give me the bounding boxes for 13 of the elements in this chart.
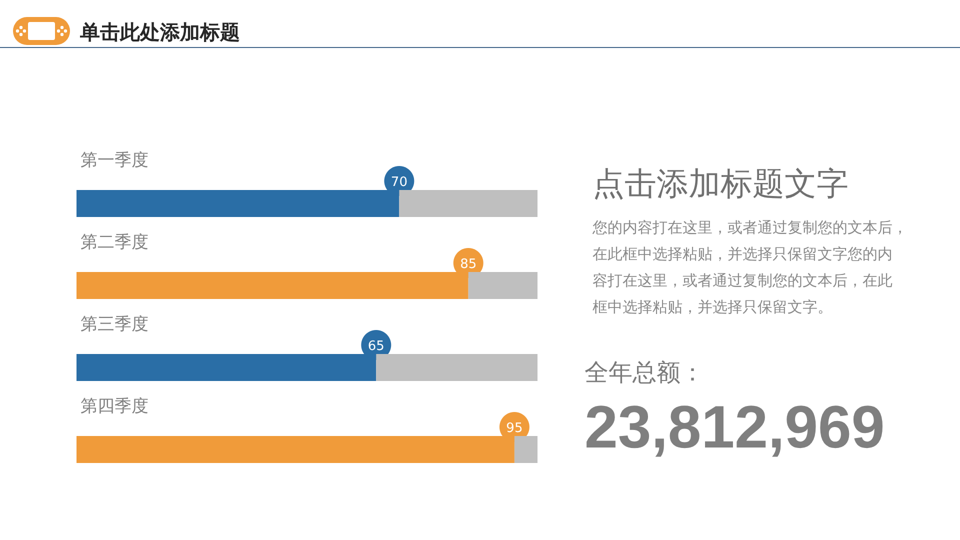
chart-title: 单击此处添加标题 (80, 20, 240, 44)
data-label: 85 (460, 257, 477, 272)
y-tick-label: 第一季度 (80, 150, 148, 170)
y-tick-label: 第四季度 (80, 396, 148, 416)
data-label: 65 (368, 339, 384, 354)
text: 23,812,969 (584, 394, 885, 460)
data-label: 95 (506, 421, 523, 436)
y-tick-label: 第二季度 (80, 232, 148, 252)
y-tick-label: 第三季度 (80, 314, 148, 334)
text: 全年总额： (584, 358, 704, 386)
text: 点击添加标题文字 (592, 164, 848, 202)
data-label: 70 (390, 175, 408, 190)
text: 您的内容打在这里，或者通过复制您的文本后，在此框中选择粘贴，并选择只保留文字您的内容打在这里，或者通过复制您的文本后，在此框中选择粘贴，并选择只保留文字。 (592, 218, 908, 316)
